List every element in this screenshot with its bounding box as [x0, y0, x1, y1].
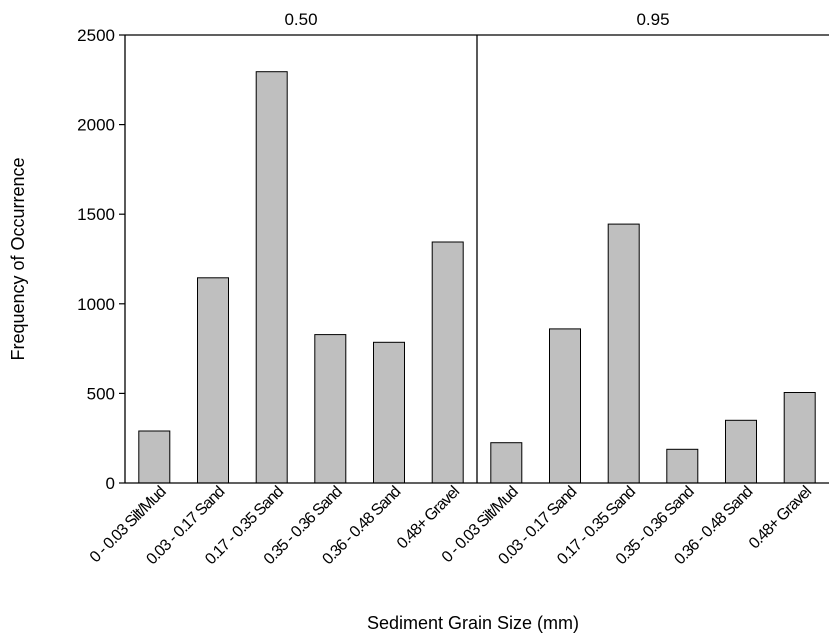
y-axis-title: Frequency of Occurrence	[8, 157, 28, 360]
x-axis-title: Sediment Grain Size (mm)	[367, 613, 579, 633]
bar	[431, 241, 464, 484]
bar	[255, 71, 288, 484]
panel-label: 0.95	[636, 10, 669, 29]
bar	[314, 334, 347, 484]
bar	[725, 419, 757, 484]
bar	[138, 430, 171, 484]
bar	[197, 277, 229, 484]
y-tick-label: 1500	[77, 205, 115, 224]
y-tick-label: 1000	[77, 295, 115, 314]
bar	[607, 223, 640, 484]
y-tick-label: 500	[87, 384, 115, 403]
panel-label: 0.50	[284, 10, 317, 29]
bar	[783, 392, 816, 484]
category-label: 0.48+ Gravel	[746, 483, 815, 552]
y-tick-label: 0	[106, 474, 115, 493]
bar	[490, 442, 523, 484]
y-tick-label: 2000	[77, 116, 115, 135]
bar	[373, 341, 405, 484]
y-tick-label: 2500	[77, 26, 115, 45]
bar	[549, 328, 581, 484]
bar	[666, 448, 699, 484]
